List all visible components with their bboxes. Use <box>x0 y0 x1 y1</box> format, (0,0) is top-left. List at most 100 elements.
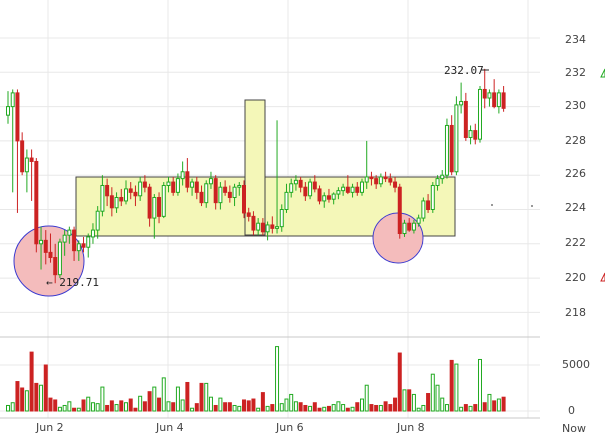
volume-bar <box>81 399 86 412</box>
candle-body <box>284 191 289 211</box>
volume-bar <box>175 386 180 412</box>
candle-body <box>147 186 152 219</box>
candle-body <box>256 222 261 231</box>
volume-bar <box>463 404 468 412</box>
volume-bar <box>208 396 213 412</box>
volume-bar <box>100 386 105 412</box>
candle-body <box>482 88 487 99</box>
volume-bar <box>105 404 110 412</box>
candle-body <box>246 212 251 217</box>
candle-body <box>190 181 195 188</box>
volume-tick-label: 5000 <box>562 358 590 371</box>
candle-body <box>194 181 199 193</box>
volume-bar <box>487 393 492 412</box>
volume-bar <box>62 404 67 412</box>
low-circle <box>13 225 85 297</box>
volume-bar <box>407 389 412 412</box>
volume-bar <box>331 404 336 412</box>
price-axis: 234 232 230 228 226 224 222 220 218 <box>565 33 586 319</box>
candle-body <box>473 130 478 140</box>
candle-body <box>355 186 360 193</box>
volume-bar <box>39 384 44 412</box>
volume-bar <box>246 400 251 412</box>
candle-body <box>166 181 171 186</box>
volume-bar <box>350 406 355 412</box>
candle-body <box>114 196 119 209</box>
volume-bar <box>213 404 218 412</box>
volume-bar <box>289 393 294 412</box>
candle-body <box>378 176 383 185</box>
candle-body <box>388 178 393 183</box>
candle-body <box>100 184 105 212</box>
volume-bar <box>459 406 464 412</box>
volume-bar <box>109 400 114 412</box>
candle-body <box>468 130 473 138</box>
candle-body <box>223 186 228 193</box>
volume-bar <box>232 404 237 412</box>
candle-body <box>331 193 336 200</box>
volume-bars-group <box>6 346 506 412</box>
price-tick-label: 228 <box>565 134 586 147</box>
volume-bar <box>416 407 421 412</box>
candle-body <box>444 124 449 176</box>
candle-body <box>237 184 242 188</box>
candle-body <box>492 92 497 108</box>
volume-bar <box>24 390 29 412</box>
volume-bar <box>34 382 39 412</box>
candle-body <box>322 195 327 202</box>
date-axis: Jun 2 Jun 4 Jun 6 Jun 8 Now <box>35 421 586 435</box>
volume-bar <box>265 405 270 412</box>
candle-body <box>180 171 185 180</box>
volume-bar <box>67 401 72 412</box>
candle-body <box>440 174 445 180</box>
volume-bar <box>142 401 147 412</box>
candle-body <box>53 257 58 276</box>
candle-body <box>407 222 412 231</box>
volume-bar <box>473 404 478 412</box>
low-price-label: ← 219.71 <box>46 276 99 289</box>
price-tick-label: 230 <box>565 99 586 112</box>
volume-bar <box>171 402 176 412</box>
volume-bar <box>496 398 501 412</box>
volume-bar <box>298 402 303 412</box>
candle-body <box>86 236 91 248</box>
volume-bar <box>114 404 119 412</box>
volume-bar <box>378 404 383 412</box>
price-tick-label: 218 <box>565 306 586 319</box>
price-tick-label: 220 <box>565 271 586 284</box>
volume-tick-label: 0 <box>568 404 575 417</box>
date-label: Jun 8 <box>396 421 425 434</box>
candle-body <box>251 215 256 231</box>
volume-bar <box>402 389 407 412</box>
volume-bar <box>279 403 284 412</box>
volume-bar <box>185 381 190 412</box>
candle-body <box>416 217 421 224</box>
volume-bar <box>256 407 261 412</box>
candle-body <box>426 200 431 211</box>
candle-body <box>157 196 162 217</box>
volume-bar <box>421 404 426 412</box>
candle-body <box>232 186 237 198</box>
date-label: Jun 6 <box>275 421 304 434</box>
candle-body <box>421 200 426 219</box>
volume-bar <box>454 363 459 412</box>
candle-body <box>242 184 246 214</box>
candle-body <box>20 140 25 173</box>
price-tick-label: 234 <box>565 33 586 46</box>
candle-body <box>275 226 280 229</box>
volume-bar <box>133 407 138 412</box>
candle-body <box>81 243 86 248</box>
volume-bar <box>270 404 275 412</box>
volume-bar <box>128 398 133 412</box>
candle-body <box>435 178 440 186</box>
candle-body <box>298 179 303 188</box>
candle-body <box>199 191 204 204</box>
volume-bar <box>360 398 364 412</box>
volume-bar <box>275 346 280 412</box>
candle-body <box>95 210 100 231</box>
candle-body <box>34 160 39 245</box>
volume-bar <box>355 402 360 412</box>
candle-body <box>185 171 190 188</box>
candle-body <box>360 181 364 193</box>
volume-bar <box>430 373 435 412</box>
